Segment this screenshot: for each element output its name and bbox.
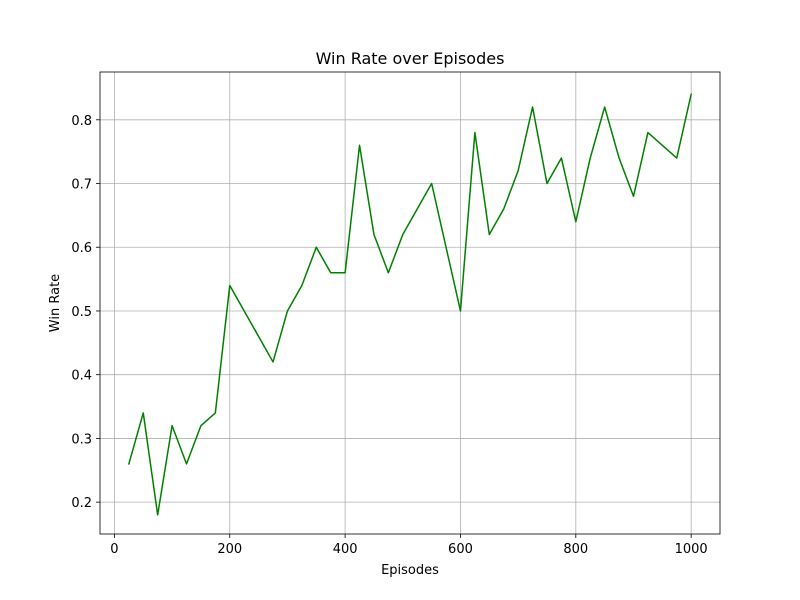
x-axis-label: Episodes <box>381 563 439 578</box>
x-tick-label: 1000 <box>675 542 708 557</box>
x-tick-label: 0 <box>110 542 118 557</box>
y-tick-label: 0.8 <box>71 114 92 129</box>
chart-title: Win Rate over Episodes <box>316 49 505 68</box>
y-tick-label: 0.6 <box>71 241 92 256</box>
grid <box>100 72 720 534</box>
x-tick-label: 400 <box>333 542 358 557</box>
series-layer <box>127 93 693 516</box>
x-tick-label: 800 <box>563 542 588 557</box>
series-line <box>127 93 693 516</box>
y-tick-label: 0.4 <box>71 369 92 384</box>
y-tick-label: 0.3 <box>71 432 92 447</box>
x-tick-label: 600 <box>448 542 473 557</box>
axis-ticks: 0 200 400 600 800 1000 0.2 0.3 0.4 0.5 0.6 0.7 0.8 <box>71 114 707 557</box>
y-tick-label: 0.5 <box>71 305 92 320</box>
plot-frame <box>99 71 721 535</box>
y-tick-label: 0.2 <box>71 496 92 511</box>
x-tick-label: 200 <box>217 542 242 557</box>
y-tick-label: 0.7 <box>71 178 92 193</box>
y-axis-label: Win Rate <box>48 274 63 332</box>
